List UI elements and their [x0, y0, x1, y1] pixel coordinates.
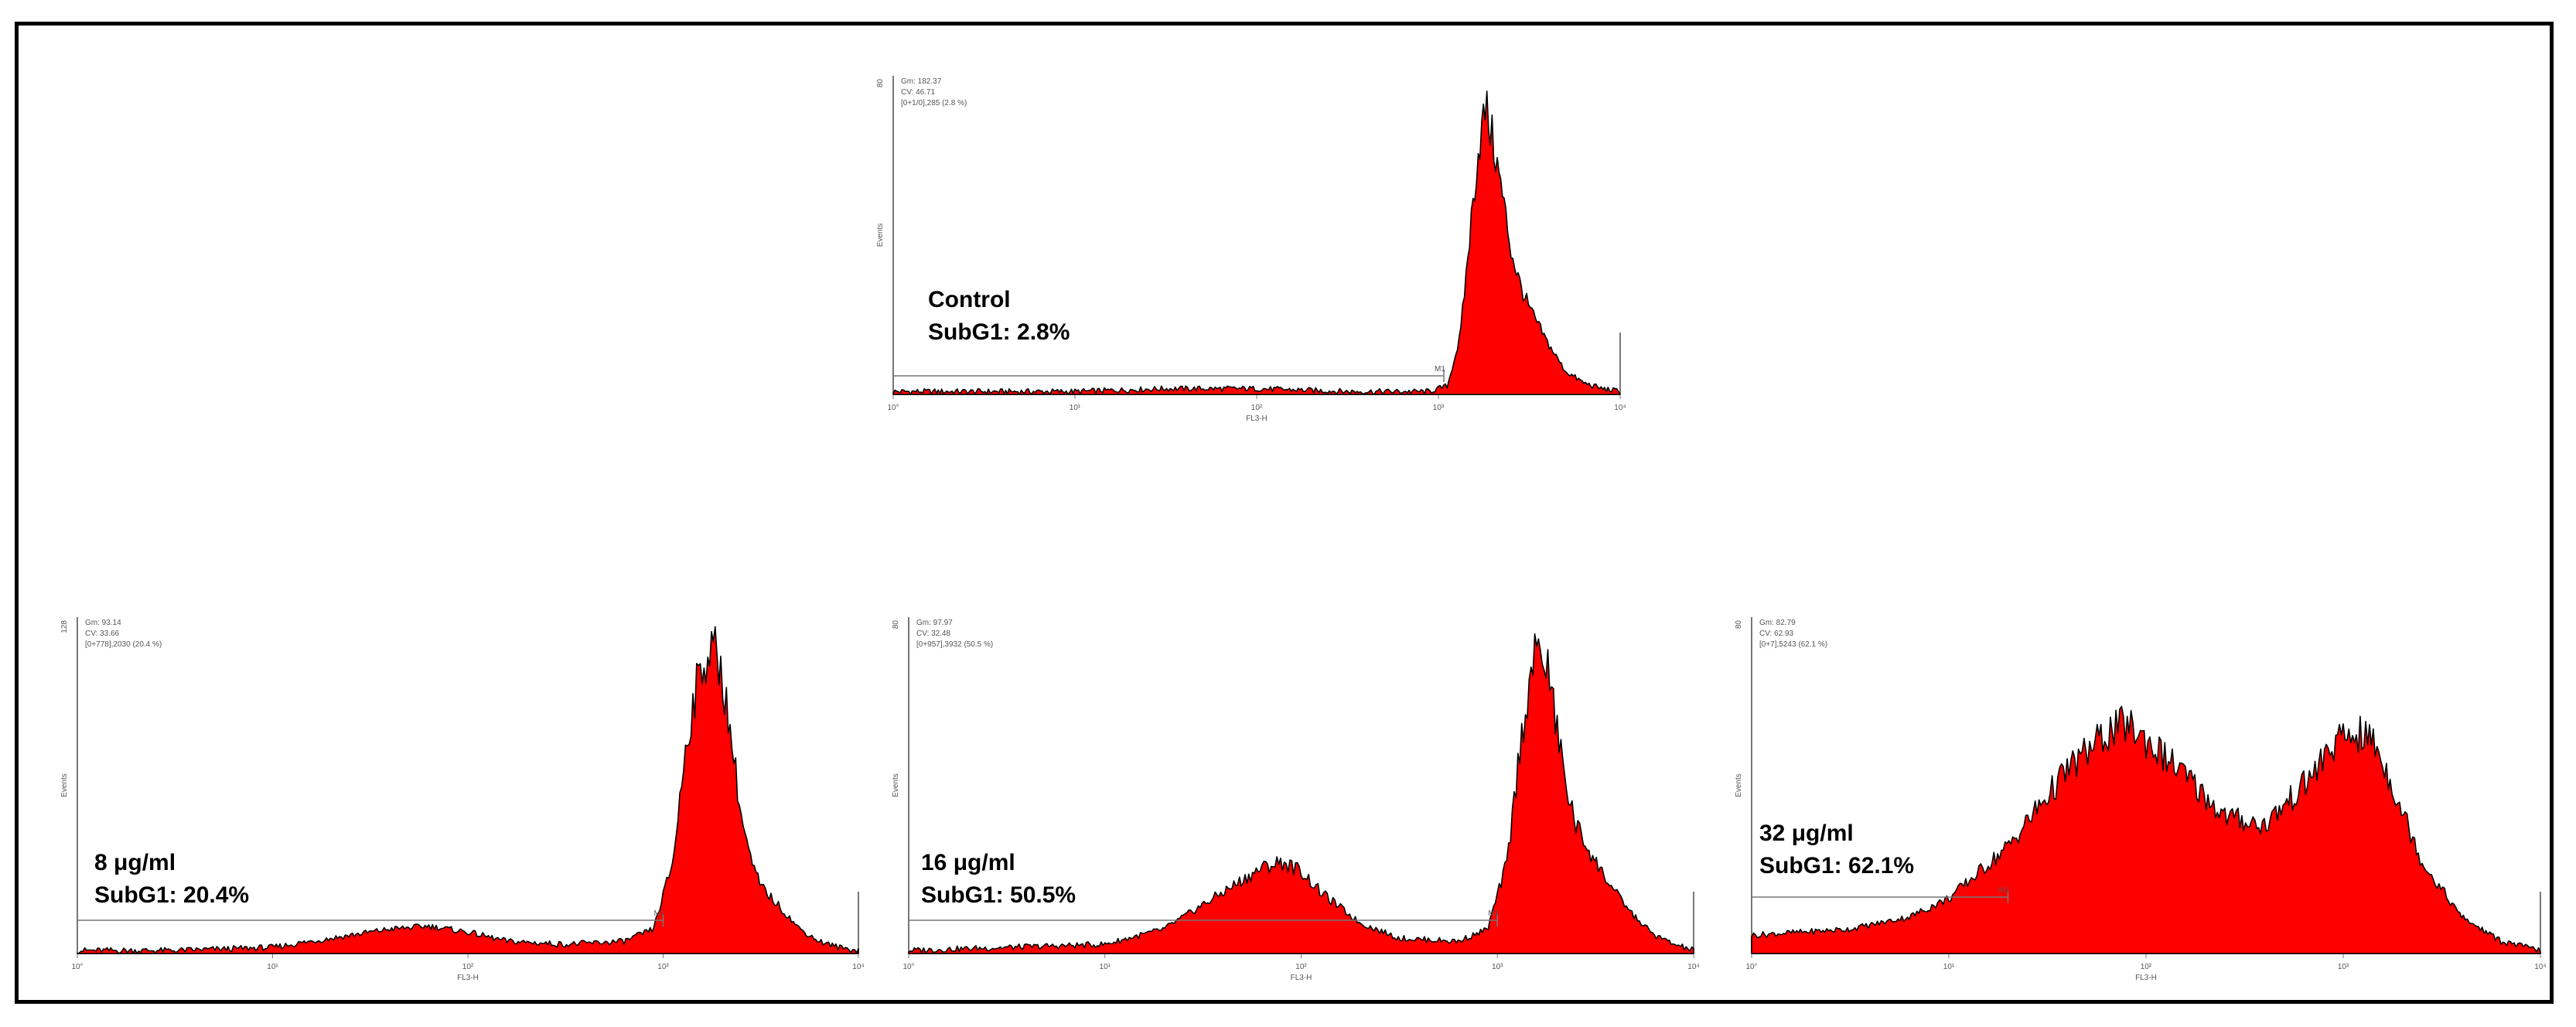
- x-tick-label: 10³: [1492, 963, 1503, 971]
- stats-line: [0+778],2030 (20.4 %): [85, 640, 162, 649]
- x-tick-label: 10²: [2141, 963, 2152, 971]
- y-axis-label: Events: [892, 773, 900, 797]
- subg1-value-16ugml: SubG1: 50.5%: [921, 882, 1076, 908]
- x-tick-label: 10¹: [1943, 963, 1955, 971]
- y-axis-label: Events: [60, 773, 69, 797]
- y-max-label: 80: [892, 620, 900, 630]
- histogram-area: [77, 626, 859, 954]
- stats-line: CV: 33.66: [85, 630, 120, 638]
- x-axis-label: FL3-H: [2135, 974, 2157, 982]
- x-tick-label: 10°: [902, 963, 914, 971]
- x-axis-label: FL3-H: [457, 974, 479, 982]
- x-tick-label: 10³: [2338, 963, 2349, 971]
- histogram-panel-8ugml: 128 Events Gm: 93.14 CV: 33.66 [0+778],2030 …: [39, 602, 866, 982]
- stats-line: [0+7],5243 (62.1 %): [1759, 640, 1827, 649]
- histogram-area: [892, 90, 1621, 395]
- x-tick-label: 10°: [1745, 963, 1757, 971]
- condition-label-control: Control: [928, 287, 1011, 312]
- y-max-label: 80: [876, 79, 885, 88]
- x-tick-label: 10³: [657, 963, 669, 971]
- subg1-value-32ugml: SubG1: 62.1%: [1759, 853, 1915, 879]
- stats-line: CV: 46.71: [901, 88, 936, 97]
- histogram-area: [1751, 705, 2541, 954]
- x-tick-label: 10¹: [1100, 963, 1111, 971]
- x-tick-label: 10°: [887, 404, 899, 412]
- stats-line: [0+1/0],285 (2.8 %): [901, 99, 967, 107]
- stats-line: [0+957],3932 (50.5 %): [916, 640, 993, 649]
- histogram-svg: 128 Events Gm: 93.14 CV: 33.66 [0+778],2030 …: [60, 617, 865, 982]
- stats-line: CV: 62.93: [1759, 630, 1794, 638]
- y-max-label: 128: [60, 620, 69, 633]
- histogram-svg: 80 Events Gm: 82.79 CV: 62.93 [0+7],5243 (62…: [1735, 617, 2547, 982]
- condition-label-16ugml: 16 μg/ml: [921, 850, 1015, 875]
- x-tick-label: 10²: [1295, 963, 1307, 971]
- x-tick-label: 10¹: [267, 963, 278, 971]
- stats-line: Gm: 93.14: [85, 619, 121, 627]
- condition-label-8ugml: 8 μg/ml: [94, 850, 176, 875]
- subg1-value-8ugml: SubG1: 20.4%: [94, 882, 250, 908]
- subg1-value-control: SubG1: 2.8%: [928, 319, 1070, 345]
- x-tick-label: 10²: [1251, 404, 1263, 412]
- histogram-svg: 80 Events Gm: 182.37 CV: 46.71 [0+1/0],285 (…: [876, 76, 1626, 423]
- x-tick-label: 10²: [462, 963, 474, 971]
- x-tick-label: 10³: [1433, 404, 1445, 412]
- stats-line: Gm: 82.79: [1759, 619, 1796, 627]
- x-tick-label: 10⁴: [1687, 963, 1699, 971]
- gate-label: M1: [654, 909, 665, 918]
- stats-line: CV: 32.48: [916, 630, 951, 638]
- x-axis-label: FL3-H: [1246, 415, 1268, 423]
- histogram-svg: 80 Events Gm: 97.97 CV: 32.48 [0+957],3932 (…: [892, 617, 1700, 982]
- histogram-panel-32ugml: 80 Events Gm: 82.79 CV: 62.93 [0+7],5243 (62…: [1713, 602, 2548, 982]
- x-tick-label: 10⁴: [2534, 963, 2546, 971]
- y-max-label: 80: [1735, 620, 1743, 630]
- x-tick-label: 10¹: [1070, 404, 1081, 412]
- histogram-area: [908, 633, 1694, 954]
- x-tick-label: 10°: [71, 963, 83, 971]
- stats-line: Gm: 97.97: [916, 619, 953, 627]
- gate-label: M1: [1435, 365, 1445, 374]
- condition-label-32ugml: 32 μg/ml: [1759, 821, 1854, 846]
- x-tick-label: 10⁴: [1614, 404, 1626, 412]
- gate-label: M1: [1488, 909, 1499, 918]
- gate-label: M1: [1999, 886, 2010, 895]
- x-tick-label: 10⁴: [852, 963, 864, 971]
- stats-line: Gm: 182.37: [901, 77, 942, 86]
- histogram-panel-control: 80 Events Gm: 182.37 CV: 46.71 [0+1/0],285 (…: [847, 60, 1667, 447]
- histogram-panel-16ugml: 80 Events Gm: 97.97 CV: 32.48 [0+957],3932 (…: [870, 602, 1701, 982]
- y-axis-label: Events: [1735, 773, 1743, 797]
- x-axis-label: FL3-H: [1291, 974, 1312, 982]
- y-axis-label: Events: [876, 223, 885, 247]
